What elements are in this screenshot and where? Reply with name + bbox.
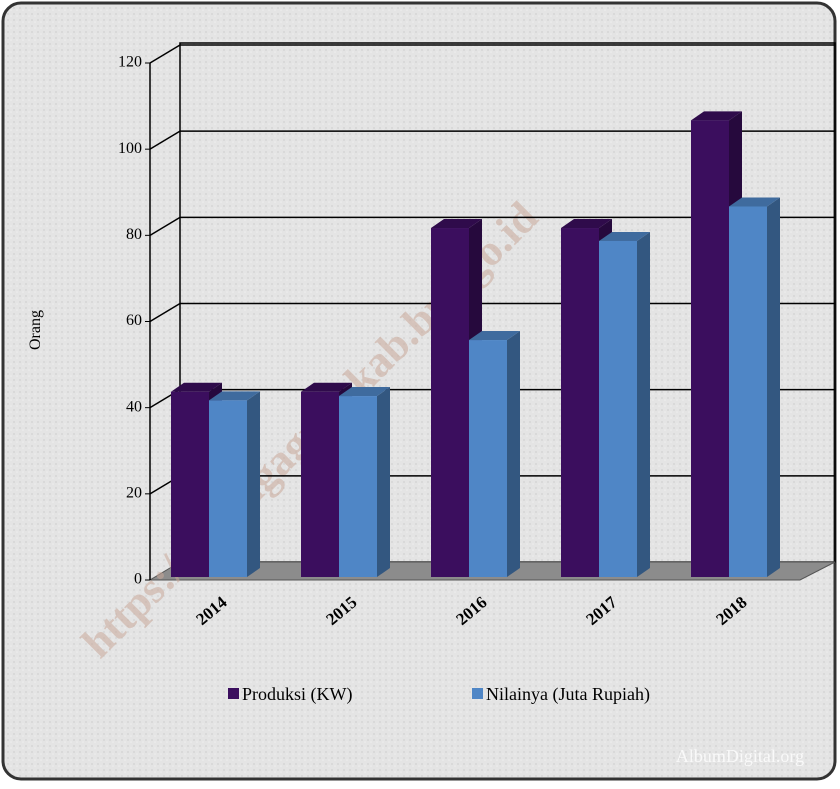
bar-top (691, 111, 742, 121)
bar-front (339, 396, 377, 577)
bar-top (209, 391, 260, 401)
bar (209, 391, 260, 577)
bar-side (637, 231, 650, 577)
credit: AlbumDigital.org (676, 746, 804, 766)
y-tick-label: 60 (126, 312, 142, 329)
bar (599, 231, 650, 577)
bar-top (729, 197, 780, 207)
bar-side (507, 331, 520, 577)
bar-front (599, 240, 637, 577)
y-tick-label: 120 (118, 54, 142, 71)
grid-line (149, 216, 181, 236)
legend-label: Produksi (KW) (242, 684, 353, 705)
grid-line (149, 302, 181, 323)
bar (469, 331, 520, 577)
bar-top (431, 219, 482, 229)
bar-top (171, 382, 222, 392)
bar-front (171, 391, 209, 577)
bar-top (561, 219, 612, 229)
y-axis-label: Orang (27, 310, 44, 350)
bar-side (767, 197, 780, 577)
bar-front (561, 228, 599, 577)
legend-swatch (228, 688, 239, 699)
y-tick-label: 100 (118, 140, 142, 157)
y-tick-label: 20 (126, 485, 142, 502)
legend-swatch (472, 688, 483, 699)
legend: Produksi (KW) Nilainya (Juta Rupiah) (228, 684, 650, 705)
legend-label: Nilainya (Juta Rupiah) (486, 684, 650, 705)
bar-front (301, 391, 339, 577)
grid-line (149, 130, 181, 150)
bar (339, 387, 390, 577)
y-tick-label: 40 (126, 398, 142, 415)
bar-front (431, 228, 469, 577)
y-tick-label: 0 (134, 571, 142, 588)
bar-front (209, 400, 247, 577)
y-tick-label: 80 (126, 226, 142, 243)
bar (729, 197, 780, 577)
grid-line (149, 44, 181, 64)
bar-front (729, 206, 767, 577)
bar-top (301, 382, 352, 392)
bar-front (469, 340, 507, 577)
bar-side (247, 391, 260, 577)
bar-front (691, 120, 729, 578)
bar-top (469, 331, 520, 341)
bar-top (339, 387, 390, 397)
bar-top (599, 231, 650, 241)
bar-side (377, 387, 390, 577)
